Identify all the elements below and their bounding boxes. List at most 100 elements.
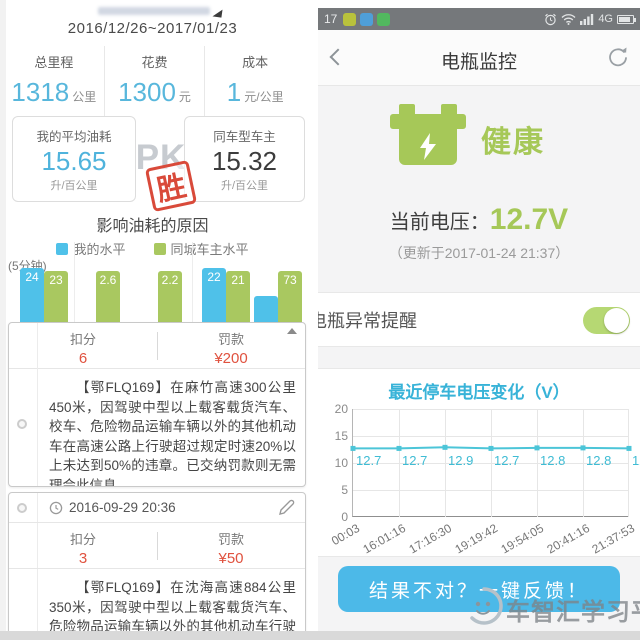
battery-status-icon — [617, 14, 636, 24]
divider — [157, 332, 158, 360]
network-type: 4G — [598, 13, 613, 25]
y-tick: 10 — [334, 456, 348, 470]
violation-card-2: 2016-09-29 20:36 扣分 3 罚款 ¥50 【鄂FLQ169】在沈… — [8, 492, 306, 632]
gridline — [399, 409, 400, 517]
notification-app-icon — [377, 12, 391, 26]
x-axis-labels: 00:03 16:01:16 17:16:30 19:19:42 19:54:0… — [329, 521, 637, 571]
dropdown-arrow-icon[interactable] — [212, 8, 223, 18]
panel-edge — [0, 0, 6, 640]
divider — [157, 532, 158, 560]
stat-spend: 花费 1300 元 — [103, 46, 205, 118]
voltage-value: 12.7V — [489, 203, 569, 236]
alert-toggle[interactable] — [583, 307, 630, 334]
clock-icon — [49, 501, 63, 514]
violation-card-1: 扣分 6 罚款 ¥200 【鄂FLQ169】在麻竹高速300公里450米，因驾驶… — [8, 322, 306, 487]
summary-stats: 总里程 1318 公里 花费 1300 元 成本 1 元/公里 — [4, 46, 305, 118]
signal-icon — [580, 14, 594, 25]
y-tick: 20 — [334, 402, 348, 416]
legend-city: 同城车主水平 — [153, 239, 249, 258]
timeline-rail — [37, 493, 38, 631]
deduct-cell: 扣分 3 — [9, 523, 157, 568]
bar-city-3: 2.2 — [158, 271, 182, 322]
date-range[interactable]: 2016/12/26~2017/01/23 — [67, 20, 238, 37]
pk-box-others: 同车型车主 15.32 升/百公里 — [184, 116, 305, 202]
stat-value: 1318 — [11, 77, 70, 107]
notification-app-icon — [343, 12, 357, 26]
point-label: 12.7 — [402, 453, 428, 468]
legend-swatch-green — [153, 242, 166, 255]
timeline-bullet — [17, 419, 27, 429]
battery-health-label: 健康 — [481, 126, 545, 159]
pk-section: 我的平均油耗 15.65 升/百公里 PK 同车型车主 15.32 升/百公里 … — [0, 112, 313, 213]
voltage-label: 当前电压： — [389, 211, 490, 234]
alert-toggle-label: 电瓶异常提醒 — [318, 310, 417, 331]
datetime-row: 2016-09-29 20:36 — [9, 493, 305, 523]
timeline-bullet — [17, 503, 27, 513]
voltage-chart-card: 最近停车电压变化（V） 20 15 10 5 0 12.7 12.7 12.9 … — [318, 368, 640, 557]
wifi-icon — [561, 14, 576, 25]
alarm-icon — [545, 13, 557, 25]
bar-mine-5 — [254, 296, 278, 322]
timeline-rail — [37, 323, 38, 486]
legend-swatch-blue — [56, 242, 69, 255]
status-bar: 17 4G — [318, 8, 640, 30]
edit-icon[interactable] — [275, 497, 297, 519]
y-tick: 0 — [341, 510, 348, 524]
fine-value: ¥50 — [218, 550, 244, 567]
stat-cost: 成本 1 元/公里 — [204, 46, 305, 118]
battery-monitor-panel: 17 4G 电瓶监控 健康 当前电压：12.7V （更新于2017-01-24 … — [318, 0, 640, 640]
point-label: 12 — [632, 453, 640, 468]
gridline — [491, 409, 492, 517]
watermark-logo-icon — [470, 587, 503, 625]
collapse-arrow-icon[interactable] — [287, 328, 297, 334]
fine-cell: 罚款 ¥200 — [157, 323, 305, 368]
legend-mine: 我的水平 — [56, 239, 126, 258]
refresh-icon[interactable] — [606, 46, 628, 70]
point-label: 12.8 — [540, 453, 566, 468]
blurred-header-text — [98, 7, 210, 15]
violation-text: 【鄂FLQ169】在沈海高速884公里350米，因驾驶中型以上载客载货汽车、危险… — [49, 580, 296, 632]
fine-value: ¥200 — [214, 350, 248, 367]
chart-title: 最近停车电压变化（V） — [388, 383, 570, 402]
bar-city-5: 73 — [278, 271, 302, 322]
penalty-row: 扣分 3 罚款 ¥50 — [9, 523, 305, 569]
current-voltage: 当前电压：12.7V — [318, 203, 640, 237]
y-tick: 15 — [334, 429, 348, 443]
deduct-cell: 扣分 6 — [9, 323, 157, 368]
pk-box-mine: 我的平均油耗 15.65 升/百公里 — [12, 116, 136, 202]
watermark-text: 车智汇学习平台 — [506, 599, 640, 626]
gridline — [583, 409, 584, 517]
point-label: 12.7 — [356, 453, 382, 468]
voltage-updated: （更新于2017-01-24 21:37） — [388, 245, 570, 261]
lightning-icon — [420, 133, 436, 160]
stat-value: 1300 — [118, 77, 176, 107]
bottom-strip — [0, 631, 640, 640]
fuel-stats-panel: 2016/12/26~2017/01/23 总里程 1318 公里 花费 1300… — [0, 0, 313, 640]
penalty-row: 扣分 6 罚款 ¥200 — [9, 323, 305, 369]
gridline — [445, 409, 446, 517]
chart-separator — [74, 242, 75, 322]
point-label: 12.7 — [494, 453, 520, 468]
bar-city-4: 21 — [226, 271, 250, 322]
car-battery-icon — [390, 102, 466, 168]
voltage-line — [350, 444, 632, 451]
bar-legend: 我的水平 同城车主水平 — [0, 239, 305, 258]
point-label: 12.8 — [586, 453, 612, 468]
alert-toggle-row: 电瓶异常提醒 — [318, 292, 640, 347]
win-stamp: 胜 — [144, 159, 198, 213]
deduct-value: 6 — [78, 350, 88, 367]
violation-datetime: 2016-09-29 20:36 — [69, 500, 176, 515]
y-tick: 5 — [341, 483, 348, 497]
notification-app-icon — [360, 12, 374, 26]
deduct-value: 3 — [78, 550, 88, 567]
gridline — [537, 409, 538, 517]
page-title: 电瓶监控 — [440, 52, 517, 73]
nav-bar: 电瓶监控 — [318, 30, 640, 86]
bar-city-1: 23 — [44, 271, 68, 322]
top-strip — [318, 0, 640, 8]
bar-city-2: 2.6 — [96, 271, 120, 322]
status-time: 17 — [324, 12, 338, 26]
chart-separator — [192, 242, 193, 322]
point-label: 12.9 — [448, 453, 474, 468]
bar-mine-4: 22 — [202, 268, 226, 322]
